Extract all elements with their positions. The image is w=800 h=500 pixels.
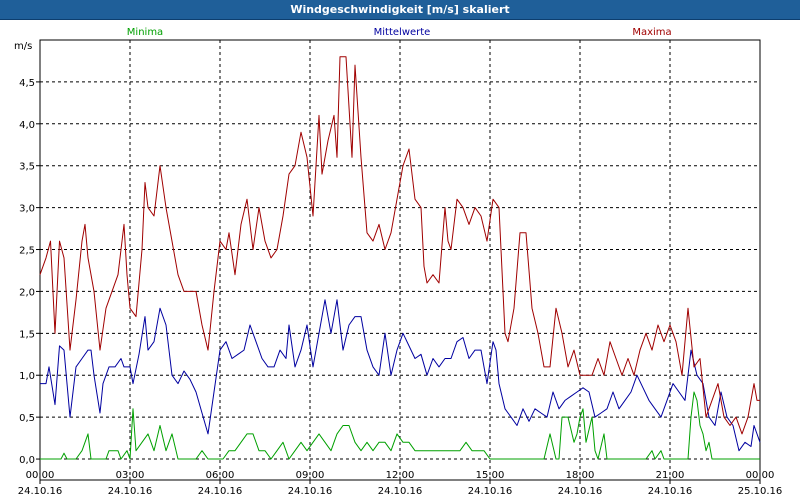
y-tick-label-2: 1,0	[19, 371, 35, 382]
x-tick-time-2: 06:00	[206, 470, 235, 481]
series-maxima-line	[39, 56, 760, 435]
chart-title: Windgeschwindigkeit [m/s] skaliert	[290, 3, 510, 16]
legend-mittelwerte: Mittelwerte	[374, 27, 431, 38]
y-tick-label-6: 3,0	[19, 204, 35, 215]
y-tick-label-1: 0,5	[19, 413, 35, 424]
series-mittelwerte-line	[40, 299, 761, 452]
y-tick-label-4: 2,0	[19, 287, 35, 298]
x-tick-date-1: 24.10.16	[108, 486, 153, 497]
x-tick-date-7: 24.10.16	[648, 486, 693, 497]
x-tick-date-8: 25.10.16	[738, 486, 783, 497]
x-tick-date-5: 24.10.16	[468, 486, 513, 497]
x-tick-time-6: 18:00	[566, 470, 595, 481]
y-tick-label-8: 4,0	[19, 120, 35, 131]
series-minima-line	[40, 391, 760, 460]
x-tick-time-7: 21:00	[656, 470, 685, 481]
x-tick-time-4: 12:00	[386, 470, 415, 481]
y-axis-label: m/s	[14, 41, 32, 52]
axes: 0,0 0,5 1,0 1,5 2,0 2,5 3,0 3,5 4,0 4,5 00:00 24.10…	[18, 78, 783, 497]
y-tick-label-7: 3,5	[19, 162, 35, 173]
y-tick-label-3: 1,5	[19, 329, 35, 340]
x-tick-date-3: 24.10.16	[288, 486, 333, 497]
wind-speed-chart: 0,0 0,5 1,0 1,5 2,0 2,5 3,0 3,5 4,0 4,5 00:00 24.10…	[0, 20, 800, 500]
x-tick-time-0: 00:00	[26, 470, 55, 481]
series-lines	[39, 56, 761, 460]
x-tick-time-5: 15:00	[476, 470, 505, 481]
legend-minima: Minima	[127, 27, 163, 38]
grid-lines	[40, 40, 760, 480]
x-tick-time-1: 03:00	[116, 470, 145, 481]
x-tick-date-2: 24.10.16	[198, 486, 243, 497]
x-tick-date-6: 24.10.16	[558, 486, 603, 497]
y-tick-label-9: 4,5	[19, 78, 35, 89]
x-tick-time-3: 09:00	[296, 470, 325, 481]
x-tick-date-0: 24.10.16	[18, 486, 63, 497]
x-tick-time-8: 00:00	[746, 470, 775, 481]
title-bar: Windgeschwindigkeit [m/s] skaliert	[0, 0, 800, 20]
y-tick-label-5: 2,5	[19, 246, 35, 257]
legend: Minima Mittelwerte Maxima	[127, 27, 672, 38]
x-tick-date-4: 24.10.16	[378, 486, 423, 497]
legend-maxima: Maxima	[632, 27, 671, 38]
y-tick-label-0: 0,0	[19, 455, 35, 466]
